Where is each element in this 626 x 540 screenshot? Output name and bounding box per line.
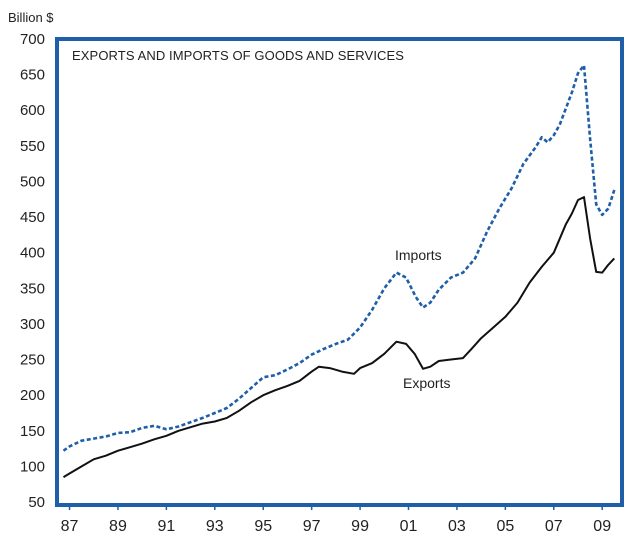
y-axis-ticks: 50 100 150 200 250 300 350 400 450 500 550 600 650 70…: [20, 31, 45, 511]
x-axis-ticks: 87 89 91 93 95 97 99 01 03 05 07 09: [61, 503, 611, 535]
plot-frame: [55, 37, 624, 507]
y-tick-label: 100: [20, 458, 45, 475]
x-tick-label: 09: [593, 518, 611, 535]
x-tick-label: 95: [254, 518, 272, 535]
x-tick-label: 93: [206, 518, 224, 535]
y-tick-label: 450: [20, 209, 45, 226]
x-tick-label: 91: [157, 518, 175, 535]
imports-series-label: Imports: [395, 247, 442, 263]
chart-title: EXPORTS AND IMPORTS OF GOODS AND SERVICE…: [72, 48, 405, 63]
y-tick-label: 700: [20, 31, 45, 48]
y-tick-label: 600: [20, 102, 45, 119]
x-tick-label: 03: [448, 518, 466, 535]
x-tick-label: 05: [496, 518, 514, 535]
y-tick-label: 250: [20, 352, 45, 369]
y-tick-label: 400: [20, 245, 45, 262]
y-tick-label: 50: [28, 494, 45, 511]
y-tick-label: 200: [20, 387, 45, 404]
y-tick-label: 150: [20, 423, 45, 440]
exports-series-line: [62, 196, 616, 478]
x-tick-label: 89: [109, 518, 127, 535]
y-tick-label: 550: [20, 138, 45, 155]
y-tick-label: 350: [20, 280, 45, 297]
y-tick-label: 650: [20, 67, 45, 84]
x-tick-label: 01: [400, 518, 418, 535]
imports-series-line: [62, 64, 616, 452]
x-tick-label: 99: [351, 518, 369, 535]
y-tick-label: 300: [20, 316, 45, 333]
x-tick-label: 87: [61, 518, 79, 535]
y-tick-label: 500: [20, 173, 45, 190]
x-tick-label: 97: [303, 518, 321, 535]
y-axis-unit-label: Billion $: [8, 10, 54, 25]
x-tick-label: 07: [545, 518, 563, 535]
series-layer: [62, 64, 616, 478]
exports-series-label: Exports: [403, 375, 451, 391]
